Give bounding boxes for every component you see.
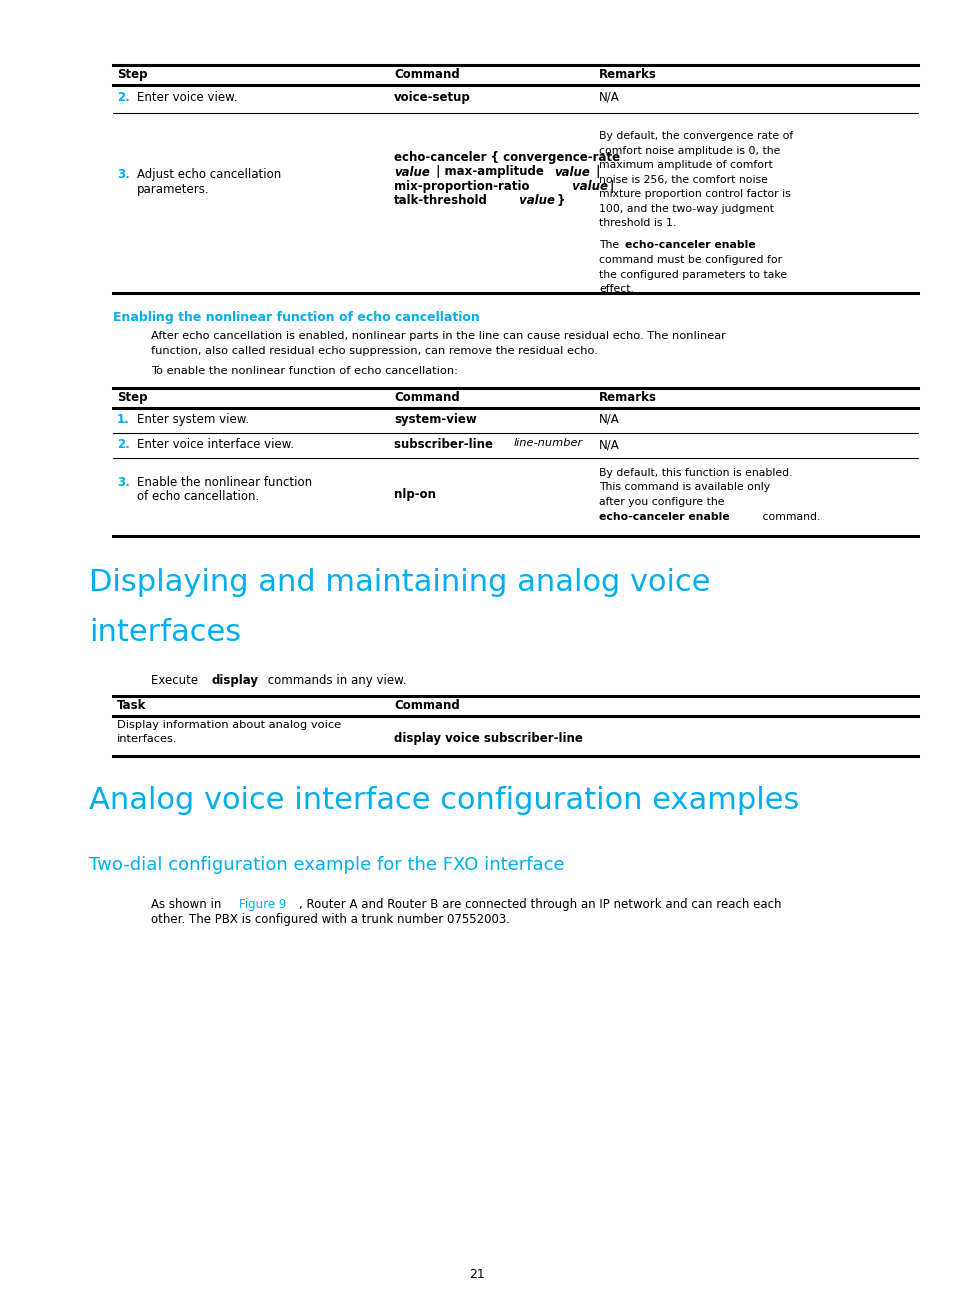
Text: N/A: N/A <box>598 91 619 104</box>
Text: Task: Task <box>117 699 146 712</box>
Text: Enable the nonlinear function: Enable the nonlinear function <box>137 476 312 489</box>
Text: function, also called residual echo suppression, can remove the residual echo.: function, also called residual echo supp… <box>151 346 598 355</box>
Text: |: | <box>605 180 614 193</box>
Text: N/A: N/A <box>598 413 619 426</box>
Text: Figure 9: Figure 9 <box>239 898 286 911</box>
Text: the configured parameters to take: the configured parameters to take <box>598 270 786 280</box>
Text: By default, the convergence rate of: By default, the convergence rate of <box>598 131 792 141</box>
Text: Analog voice interface configuration examples: Analog voice interface configuration exa… <box>89 785 799 815</box>
Text: 100, and the two-way judgment: 100, and the two-way judgment <box>598 203 773 214</box>
Text: By default, this function is enabled.: By default, this function is enabled. <box>598 468 792 478</box>
Text: Execute: Execute <box>151 674 202 687</box>
Text: 3.: 3. <box>117 476 130 489</box>
Text: Display information about analog voice: Display information about analog voice <box>117 721 341 730</box>
Text: after you configure the: after you configure the <box>598 496 723 507</box>
Text: voice-setup: voice-setup <box>394 91 470 104</box>
Text: | max-amplitude: | max-amplitude <box>432 166 547 179</box>
Text: maximum amplitude of comfort: maximum amplitude of comfort <box>598 159 772 170</box>
Text: Remarks: Remarks <box>598 67 657 80</box>
Text: display voice subscriber-line: display voice subscriber-line <box>394 732 582 745</box>
Text: command.: command. <box>759 512 820 521</box>
Text: parameters.: parameters. <box>137 183 210 196</box>
Text: After echo cancellation is enabled, nonlinear parts in the line can cause residu: After echo cancellation is enabled, nonl… <box>151 330 725 341</box>
Text: noise is 256, the comfort noise: noise is 256, the comfort noise <box>598 175 767 184</box>
Text: other. The PBX is configured with a trunk number 07552003.: other. The PBX is configured with a trun… <box>151 912 510 925</box>
Text: 3.: 3. <box>117 168 130 181</box>
Text: effect.: effect. <box>598 284 633 294</box>
Text: N/A: N/A <box>598 438 619 451</box>
Text: talk-threshold: talk-threshold <box>394 194 487 207</box>
Text: value: value <box>515 194 555 207</box>
Text: Command: Command <box>394 391 459 404</box>
Text: nlp-on: nlp-on <box>394 489 436 502</box>
Text: Remarks: Remarks <box>598 391 657 404</box>
Text: Step: Step <box>117 391 148 404</box>
Text: Command: Command <box>394 699 459 712</box>
Text: command must be configured for: command must be configured for <box>598 255 781 264</box>
Text: Enter voice interface view.: Enter voice interface view. <box>137 438 294 451</box>
Text: Enter voice view.: Enter voice view. <box>137 91 237 104</box>
Text: 21: 21 <box>469 1267 484 1280</box>
Text: subscriber-line: subscriber-line <box>394 438 497 451</box>
Text: 2.: 2. <box>117 438 130 451</box>
Text: value: value <box>554 166 589 179</box>
Text: system-view: system-view <box>394 413 476 426</box>
Text: As shown in: As shown in <box>151 898 225 911</box>
Text: |: | <box>592 166 599 179</box>
Text: 1.: 1. <box>117 413 130 426</box>
Text: 2.: 2. <box>117 91 130 104</box>
Text: echo-canceler enable: echo-canceler enable <box>624 241 755 250</box>
Text: echo-canceler enable: echo-canceler enable <box>598 512 729 521</box>
Text: comfort noise amplitude is 0, the: comfort noise amplitude is 0, the <box>598 145 780 156</box>
Text: echo-canceler { convergence-rate: echo-canceler { convergence-rate <box>394 152 619 165</box>
Text: To enable the nonlinear function of echo cancellation:: To enable the nonlinear function of echo… <box>151 365 457 376</box>
Text: interfaces.: interfaces. <box>117 735 177 744</box>
Text: Command: Command <box>394 67 459 80</box>
Text: Adjust echo cancellation: Adjust echo cancellation <box>137 168 281 181</box>
Text: Two-dial configuration example for the FXO interface: Two-dial configuration example for the F… <box>89 855 564 874</box>
Text: , Router A and Router B are connected through an IP network and can reach each: , Router A and Router B are connected th… <box>298 898 781 911</box>
Text: line-number: line-number <box>514 438 582 448</box>
Text: The: The <box>598 241 622 250</box>
Text: interfaces: interfaces <box>89 618 241 647</box>
Text: Step: Step <box>117 67 148 80</box>
Text: mixture proportion control factor is: mixture proportion control factor is <box>598 189 790 200</box>
Text: }: } <box>553 194 565 207</box>
Text: commands in any view.: commands in any view. <box>264 674 406 687</box>
Text: threshold is 1.: threshold is 1. <box>598 218 676 228</box>
Text: of echo cancellation.: of echo cancellation. <box>137 490 259 504</box>
Text: Enabling the nonlinear function of echo cancellation: Enabling the nonlinear function of echo … <box>112 311 479 324</box>
Text: value: value <box>394 166 430 179</box>
Text: display: display <box>212 674 258 687</box>
Text: value: value <box>567 180 607 193</box>
Text: This command is available only: This command is available only <box>598 482 769 492</box>
Text: mix-proportion-ratio: mix-proportion-ratio <box>394 180 529 193</box>
Text: Displaying and maintaining analog voice: Displaying and maintaining analog voice <box>89 568 710 597</box>
Text: Enter system view.: Enter system view. <box>137 413 249 426</box>
